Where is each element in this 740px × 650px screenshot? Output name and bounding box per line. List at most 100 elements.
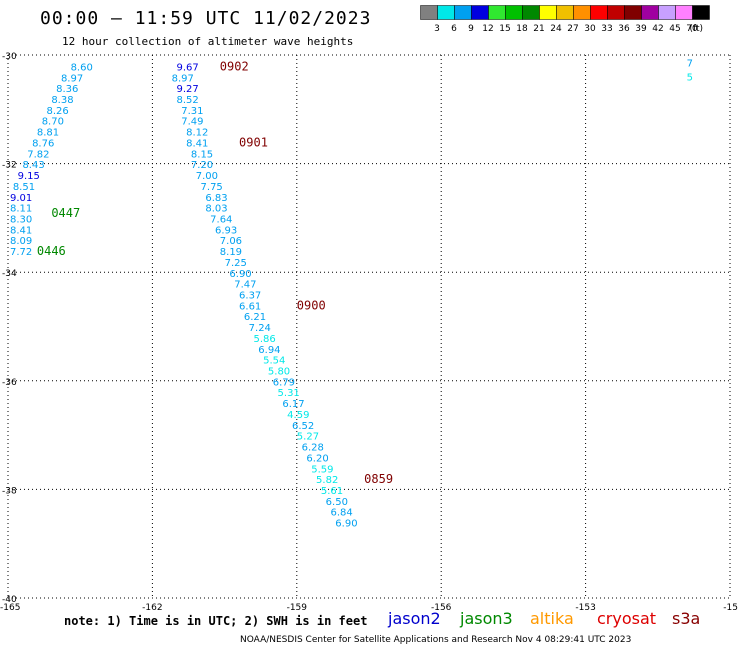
wave-height-point: 8.11	[10, 204, 32, 215]
wave-height-point: 5.31	[278, 388, 300, 399]
pass-time-label: 0902	[220, 59, 249, 73]
wave-height-plot: -30 -32 -34 -36 -38 -40-165 -162 -159 -156 -153 -1…	[0, 52, 738, 610]
wave-height-point: 8.15	[191, 149, 213, 160]
wave-height-point: 9.67	[176, 62, 198, 73]
footer-note: note: 1) Time is in UTC; 2) SWH is in fe…	[64, 614, 368, 628]
wave-height-point: 8.26	[47, 106, 69, 117]
wave-height-point: 8.09	[10, 236, 32, 247]
legend-unit: (ft)	[689, 24, 703, 34]
satellite-label-jason2: jason2	[388, 609, 441, 628]
footer-credit: NOAA/NESDIS Center for Satellite Applica…	[240, 635, 632, 645]
legend-bin-label: 18	[516, 24, 528, 34]
wave-height-point: 7.00	[196, 171, 218, 182]
wave-height-point: 8.97	[172, 73, 194, 84]
wave-height-point: 8.19	[220, 247, 242, 258]
legend-bin-label: 33	[601, 24, 612, 34]
page-title: 00:00 – 11:59 UTC 11/02/2023	[40, 8, 372, 29]
wave-height-point: 6.21	[244, 312, 266, 323]
wave-height-point: 6.17	[282, 399, 304, 410]
wave-height-point: 5.59	[311, 464, 333, 475]
wave-height-point: 5.54	[263, 356, 285, 367]
x-tick-label: -156	[431, 603, 452, 610]
wave-height-point: 8.38	[51, 95, 73, 106]
x-tick-label: -159	[287, 603, 308, 610]
x-tick-label: -153	[575, 603, 595, 610]
wave-height-point: 8.41	[186, 138, 208, 149]
swh-color-legend: 3 6 9 12 15 18 21 24 27 30 33 36 39 42 45 70(ft)	[420, 5, 710, 34]
wave-height-point: 6.90	[229, 269, 251, 280]
wave-height-point: 9.15	[18, 171, 40, 182]
wave-height-point: 8.81	[37, 128, 59, 139]
wave-height-point: 6.61	[239, 301, 261, 312]
wave-height-point: 8.52	[176, 95, 198, 106]
wave-height-point: 5.80	[268, 367, 290, 378]
wave-height-point: 6.84	[330, 508, 352, 519]
satellite-label-jason3: jason3	[460, 609, 513, 628]
legend-bin-label: 24	[550, 24, 562, 34]
y-tick-label: -32	[2, 161, 17, 171]
wave-height-point: 7.64	[210, 214, 232, 225]
wave-height-point: 9.01	[10, 193, 32, 204]
legend-bin-label: 15	[499, 24, 510, 34]
legend-bin-label: 6	[451, 24, 457, 34]
wave-height-point: 5.82	[316, 475, 338, 486]
legend-bin-label: 12	[482, 24, 493, 34]
wave-height-point: 7.47	[234, 280, 256, 291]
wave-height-point: 6.83	[205, 193, 227, 204]
legend-bin-label: 45	[669, 24, 680, 34]
edge-point-fragment: 7	[687, 59, 693, 70]
wave-height-point: 6.94	[258, 345, 280, 356]
pass-time-label: 0859	[364, 472, 393, 486]
legend-bin-label: 39	[635, 24, 647, 34]
wave-height-point: 6.93	[215, 225, 237, 236]
legend-bin-label: 70	[686, 24, 698, 34]
wave-height-point: 8.41	[10, 225, 32, 236]
wave-height-point: 7.20	[191, 160, 213, 171]
wave-height-point: 8.12	[186, 128, 208, 139]
wave-height-point: 8.76	[32, 138, 54, 149]
pass-time-label: 0901	[239, 135, 268, 149]
wave-height-point: 7.06	[220, 236, 242, 247]
y-tick-label: -40	[2, 595, 17, 605]
pass-time-label: 0447	[51, 206, 80, 220]
pass-time-label: 0900	[297, 298, 326, 312]
wave-height-point: 6.52	[292, 421, 314, 432]
wave-height-point: 8.97	[61, 73, 83, 84]
wave-height-point: 6.28	[302, 443, 324, 454]
wave-height-point: 7.75	[201, 182, 223, 193]
wave-height-point: 8.60	[71, 62, 93, 73]
legend-swatch	[692, 5, 710, 20]
wave-height-point: 4.59	[287, 410, 309, 421]
wave-height-point: 8.03	[205, 204, 227, 215]
wave-height-point: 7.31	[181, 106, 203, 117]
wave-height-point: 8.43	[22, 160, 44, 171]
legend-bin-label: 30	[584, 24, 596, 34]
y-tick-label: -38	[2, 486, 17, 496]
satellite-label-cryosat: cryosat	[597, 609, 657, 628]
wave-height-point: 6.90	[335, 519, 357, 530]
pass-time-label: 0446	[37, 244, 66, 258]
x-tick-label: -165	[0, 603, 20, 610]
y-tick-label: -30	[2, 52, 17, 62]
y-tick-label: -34	[2, 269, 17, 279]
legend-bin-label: 3	[434, 24, 440, 34]
wave-height-point: 8.70	[42, 117, 64, 128]
page-subtitle: 12 hour collection of altimeter wave hei…	[62, 35, 354, 48]
wave-height-point: 7.25	[225, 258, 247, 269]
wave-height-point: 7.49	[181, 117, 203, 128]
y-tick-label: -36	[2, 378, 17, 388]
wave-height-point: 8.30	[10, 214, 32, 225]
satellite-label-altika: altika	[530, 609, 574, 628]
wave-height-point: 7.82	[27, 149, 49, 160]
wave-height-point: 9.27	[176, 84, 198, 95]
wave-height-point: 8.51	[13, 182, 35, 193]
wave-height-point: 6.37	[239, 290, 261, 301]
edge-point-fragment: 5	[687, 72, 693, 83]
satellite-label-s3a: s3a	[672, 609, 701, 628]
legend-bin-label: 36	[618, 24, 630, 34]
wave-height-point: 6.79	[273, 377, 295, 388]
x-tick-label: -15	[723, 603, 738, 610]
wave-height-point: 5.27	[297, 432, 319, 443]
wave-height-point: 7.72	[10, 247, 32, 258]
